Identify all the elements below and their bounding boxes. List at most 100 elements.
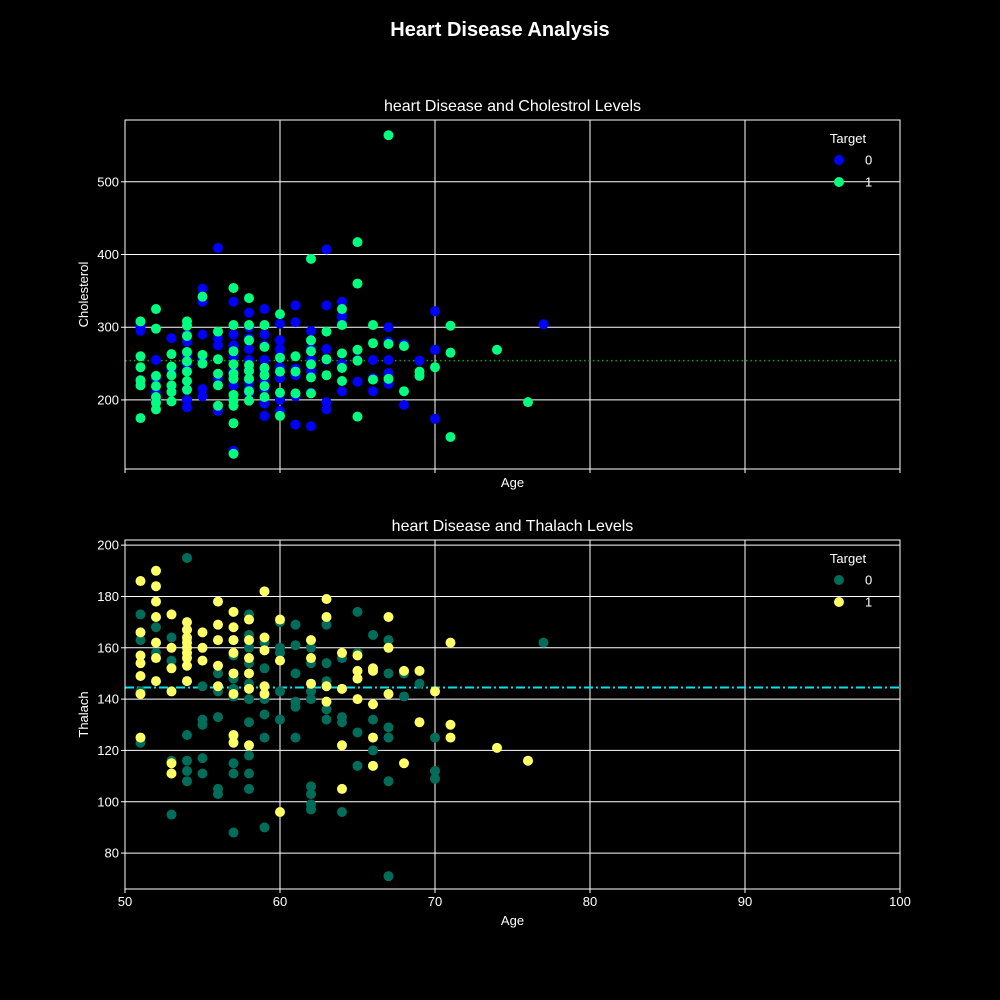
thal-point-target-1 (275, 655, 285, 666)
thal-point-target-1 (197, 642, 208, 653)
thal-point-target-0 (383, 668, 394, 679)
thal-point-target-1 (213, 660, 223, 671)
thal-point-target-1 (135, 658, 146, 669)
thal-point-target-1 (352, 673, 363, 684)
chol-point-target-1 (151, 323, 161, 334)
thal-point-target-0 (290, 732, 301, 743)
chol-point-target-1 (445, 320, 456, 331)
thal-point-target-0 (182, 730, 192, 741)
chol-legend: Target 0 1 (830, 131, 872, 190)
thal-point-target-1 (445, 732, 456, 743)
thal-point-target-0 (275, 714, 285, 725)
thal-point-target-0 (321, 714, 332, 725)
thal-point-target-1 (445, 637, 456, 648)
thal-point-target-0 (135, 635, 146, 646)
thal-point-target-0 (306, 642, 316, 653)
thal-point-target-0 (352, 727, 363, 738)
thal-point-target-0 (352, 606, 363, 617)
thal-point-target-1 (166, 686, 177, 697)
chol-point-target-1 (182, 330, 192, 341)
thal-point-target-1 (275, 807, 285, 818)
chol-point-target-1 (368, 320, 378, 331)
thal-point-target-1 (135, 650, 146, 661)
thal-point-target-0 (213, 789, 223, 800)
thal-point-target-1 (275, 614, 285, 625)
thal-legend: Target 0 1 (830, 551, 872, 610)
chol-point-target-1 (135, 413, 146, 424)
chol-point-target-1 (182, 384, 192, 395)
thal-point-target-1 (259, 681, 270, 692)
chol-point-target-1 (182, 346, 192, 357)
chol-point-target-1 (151, 381, 161, 392)
thal-xlabel: Age (501, 913, 524, 928)
thal-point-target-0 (383, 776, 394, 787)
thal-point-target-0 (321, 658, 332, 669)
chol-point-target-0 (197, 391, 208, 402)
chol-point-target-1 (259, 392, 270, 403)
thal-point-target-1 (306, 635, 316, 646)
thal-ytick-label: 100 (97, 794, 119, 809)
chol-legend-label: 1 (865, 175, 872, 190)
chol-point-target-1 (166, 386, 177, 397)
thal-point-target-1 (213, 619, 223, 630)
thal-point-target-1 (383, 611, 394, 622)
chol-point-target-1 (321, 354, 332, 365)
chol-series-1 (135, 130, 533, 459)
thal-point-target-0 (197, 768, 208, 779)
chol-point-target-1 (213, 400, 223, 411)
chol-point-target-1 (213, 380, 223, 391)
thal-point-target-0 (259, 732, 270, 743)
thal-point-target-0 (228, 758, 239, 769)
chol-point-target-0 (321, 404, 332, 415)
thal-point-target-0 (259, 663, 270, 674)
chol-point-target-1 (352, 411, 363, 422)
thal-point-target-0 (337, 717, 347, 728)
thal-axes-frame (124, 539, 901, 890)
chol-point-target-1 (290, 351, 301, 362)
thal-legend-label: 1 (865, 595, 872, 610)
thal-point-target-1 (166, 758, 177, 769)
chol-point-target-1 (368, 374, 378, 385)
thal-point-target-1 (244, 740, 254, 751)
chol-point-target-0 (197, 283, 208, 294)
chol-point-target-1 (244, 365, 254, 376)
thal-point-target-1 (414, 717, 425, 728)
chol-point-target-0 (228, 296, 239, 307)
chol-point-target-0 (275, 318, 285, 329)
chol-point-target-1 (135, 351, 146, 362)
thal-point-target-0 (166, 809, 177, 820)
thal-point-target-1 (244, 683, 254, 694)
thal-point-target-0 (306, 789, 316, 800)
chol-point-target-1 (259, 362, 270, 373)
thal-point-target-1 (151, 637, 161, 648)
thal-point-target-0 (290, 640, 301, 651)
chol-point-target-1 (259, 320, 270, 331)
chol-point-target-0 (244, 307, 254, 318)
thal-point-target-0 (306, 781, 316, 792)
thal-point-target-0 (135, 609, 146, 620)
chol-point-target-1 (275, 366, 285, 377)
chol-point-target-1 (352, 237, 363, 248)
thal-xtick-label: 100 (889, 894, 911, 909)
thal-point-target-0 (430, 773, 440, 784)
chol-point-target-0 (259, 329, 270, 340)
chol-point-target-1 (228, 373, 239, 384)
thal-point-target-1 (228, 622, 239, 633)
chol-point-target-1 (399, 386, 409, 397)
thal-point-target-0 (275, 686, 285, 697)
chol-xlabel: Age (501, 475, 524, 490)
thal-point-target-1 (368, 760, 378, 771)
chol-point-target-1 (135, 316, 146, 327)
thal-point-target-1 (352, 694, 363, 705)
chol-point-target-1 (352, 355, 363, 366)
thal-point-target-0 (197, 753, 208, 764)
thal-point-target-0 (259, 822, 270, 833)
chol-point-target-0 (414, 355, 425, 366)
figure-suptitle: Heart Disease Analysis (390, 19, 609, 41)
thal-point-target-0 (244, 768, 254, 779)
thal-point-target-1 (182, 676, 192, 687)
chol-point-target-0 (321, 397, 332, 408)
thal-point-target-0 (166, 655, 177, 666)
chol-point-target-1 (228, 320, 239, 331)
